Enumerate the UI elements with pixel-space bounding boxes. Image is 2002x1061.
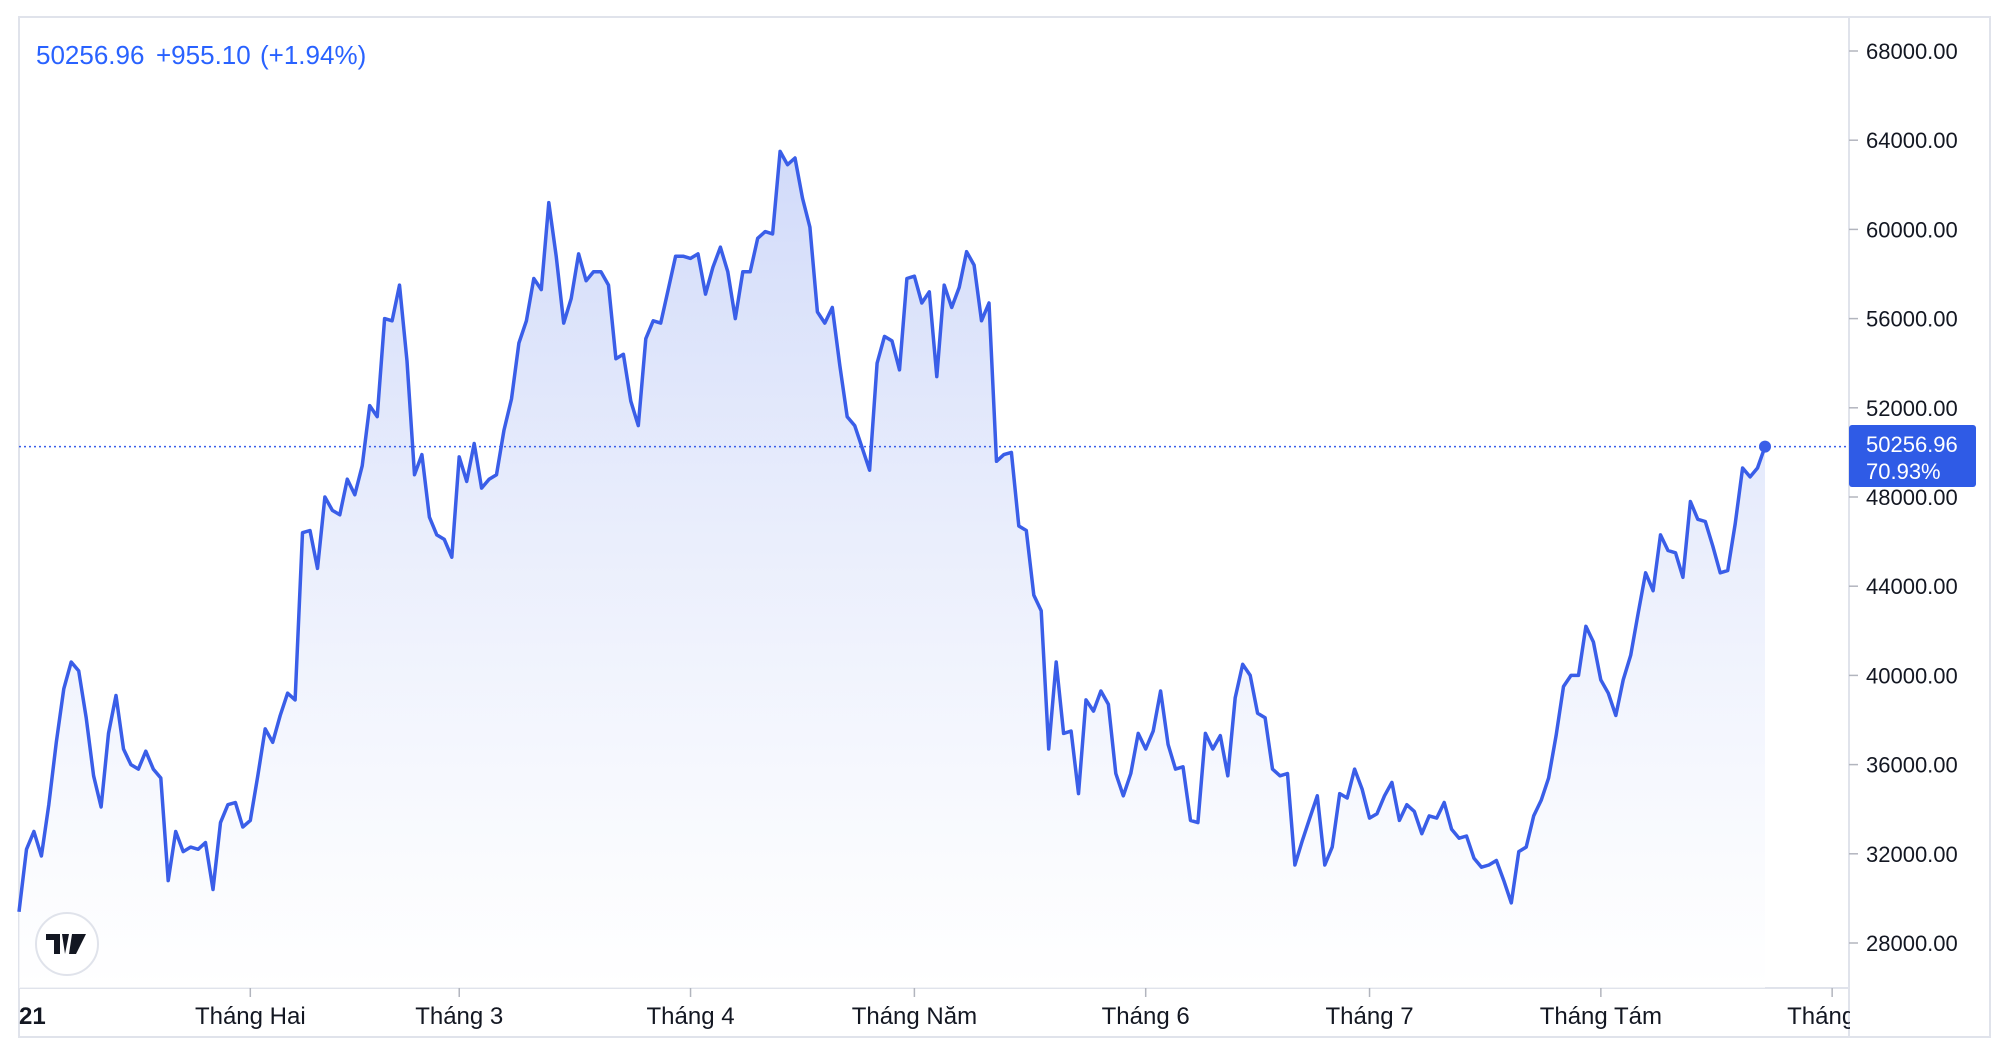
- x-tick-label: Tháng Năm: [852, 1003, 977, 1030]
- chart-frame: [18, 16, 1991, 1038]
- y-tick-label: 60000.00: [1866, 217, 1958, 242]
- plot-area: [17, 149, 1849, 988]
- x-tick-label: Tháng 4: [646, 1003, 734, 1030]
- y-tick-label: 44000.00: [1866, 574, 1958, 599]
- price-change-percent-text: (+1.94%): [260, 40, 366, 70]
- current-price-percent: 70.93%: [1866, 459, 1941, 484]
- y-tick-label: 32000.00: [1866, 842, 1958, 867]
- time-axis-corner: [1850, 989, 1989, 1036]
- y-tick-label: 64000.00: [1866, 128, 1958, 153]
- y-tick-label: 52000.00: [1866, 396, 1958, 421]
- y-tick-label: 40000.00: [1866, 663, 1958, 688]
- x-tick-label: Tháng Tám: [1540, 1003, 1662, 1030]
- price-change-text: +955.10: [156, 40, 251, 70]
- y-tick-label: 68000.00: [1866, 39, 1958, 64]
- x-tick-label: Tháng 6: [1102, 1003, 1190, 1030]
- current-price-label: 50256.96 70.93%: [1849, 425, 1976, 487]
- current-price-value: 50256.96: [1866, 432, 1958, 457]
- last-point-marker: [1759, 440, 1771, 453]
- time-axis[interactable]: 21 Tháng Hai Tháng 3 Tháng 4 Tháng Năm Tháng …: [19, 988, 1989, 1036]
- y-tick-label: 48000.00: [1866, 485, 1958, 510]
- series-area-fill: [19, 151, 1765, 988]
- price-axis[interactable]: 28000.00 32000.00 36000.00 40000.00 44000.00…: [1849, 39, 1958, 956]
- x-tick-label: Tháng: [1787, 1003, 1855, 1030]
- x-tick-label: Tháng Hai: [195, 1003, 306, 1030]
- series-line[interactable]: [17, 149, 1767, 913]
- x-tick-label: 21: [19, 1003, 46, 1030]
- last-price-text: 50256.96: [36, 40, 144, 70]
- x-tick-label: Tháng 7: [1325, 1003, 1413, 1030]
- current-price-label-bg: [1849, 425, 1976, 487]
- x-tick-label: Tháng 3: [415, 1003, 503, 1030]
- y-tick-label: 56000.00: [1866, 307, 1958, 332]
- y-tick-label: 36000.00: [1866, 753, 1958, 778]
- y-tick-label: 28000.00: [1866, 931, 1958, 956]
- tradingview-logo-icon[interactable]: [35, 912, 99, 976]
- logo-glyph: [46, 934, 86, 954]
